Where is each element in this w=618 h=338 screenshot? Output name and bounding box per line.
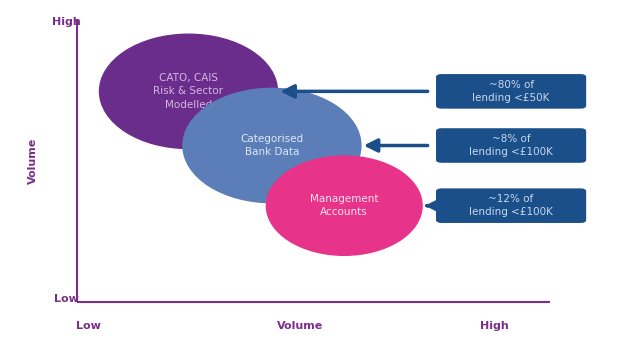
- Ellipse shape: [99, 34, 277, 148]
- FancyBboxPatch shape: [436, 188, 586, 223]
- Text: Low: Low: [76, 321, 101, 331]
- Text: Management
Accounts: Management Accounts: [310, 194, 378, 217]
- FancyBboxPatch shape: [436, 128, 586, 163]
- Text: ~80% of
lending <£50K: ~80% of lending <£50K: [472, 80, 550, 103]
- Text: High: High: [480, 321, 509, 331]
- Ellipse shape: [266, 156, 422, 255]
- Text: ~8% of
lending <£100K: ~8% of lending <£100K: [469, 134, 553, 157]
- Text: Volume: Volume: [277, 321, 323, 331]
- Text: High: High: [52, 17, 80, 27]
- Ellipse shape: [183, 88, 361, 203]
- Text: CATO, CAIS
Risk & Sector
Modelled: CATO, CAIS Risk & Sector Modelled: [153, 73, 224, 110]
- FancyBboxPatch shape: [436, 74, 586, 108]
- Text: Categorised
Bank Data: Categorised Bank Data: [240, 134, 303, 157]
- Text: Volume: Volume: [28, 138, 38, 184]
- Text: Low: Low: [54, 294, 78, 304]
- Text: ~12% of
lending <£100K: ~12% of lending <£100K: [469, 194, 553, 217]
